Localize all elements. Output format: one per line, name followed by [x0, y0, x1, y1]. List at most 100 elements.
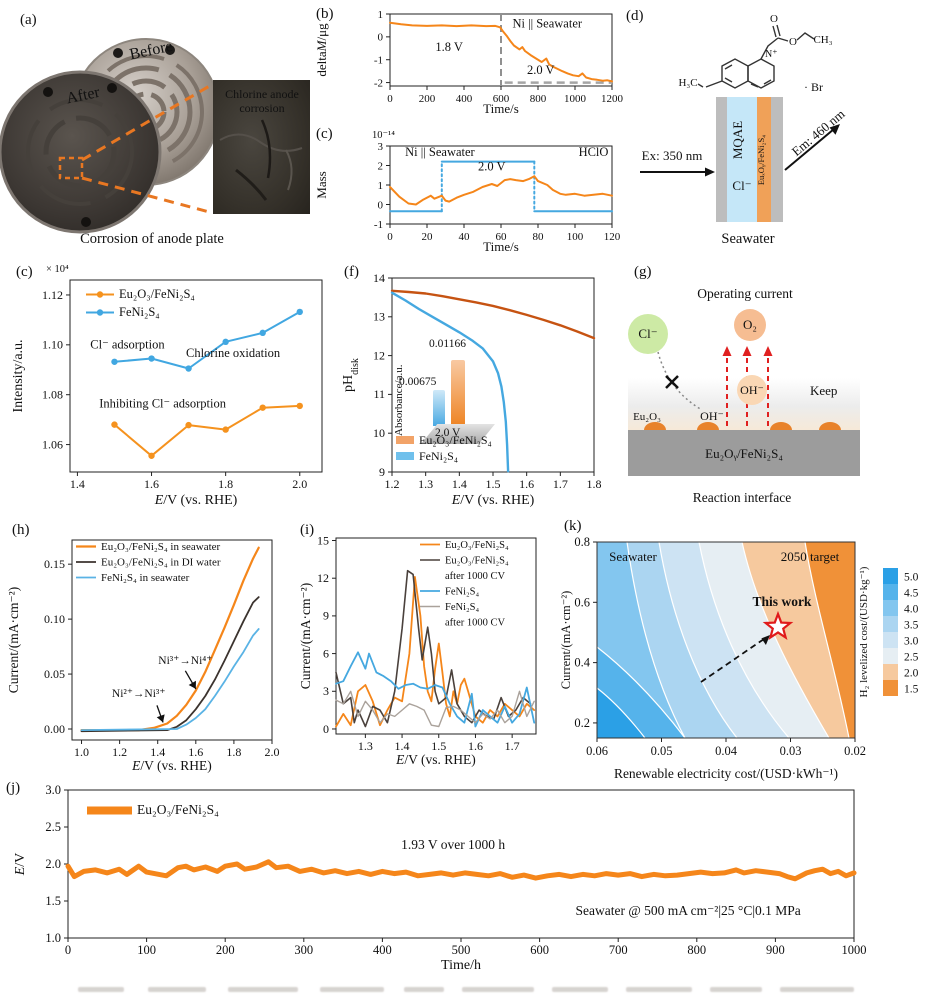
svg-text:2.0 V: 2.0 V: [478, 159, 506, 173]
legend-label: FeNi₂S₄: [419, 448, 459, 463]
svg-text:1.0: 1.0: [74, 745, 89, 759]
svg-text:15: 15: [317, 533, 329, 547]
svg-text:1.2: 1.2: [112, 745, 127, 759]
emission-arrow: [784, 124, 840, 171]
svg-text:0.05: 0.05: [651, 744, 673, 758]
svg-text:1000: 1000: [842, 943, 867, 957]
panel-label-b: (b): [316, 6, 334, 22]
panel-label-k: (k): [564, 518, 582, 534]
svg-text:12: 12: [373, 348, 385, 362]
svg-text:11: 11: [373, 387, 385, 401]
panel-label-g: (g): [634, 264, 652, 280]
contour-boundaries: [596, 541, 850, 739]
svg-text:1.6: 1.6: [144, 477, 159, 491]
svg-text:Ni²⁺→Ni³⁺: Ni²⁺→Ni³⁺: [112, 688, 166, 700]
legend-label: Eu₂O₃/FeNi₂S₄: [419, 432, 492, 447]
bar-value-fenis: 0.00675: [399, 376, 437, 388]
svg-text:Eu₂O₃/FeNi₂S₄ in seawater: Eu₂O₃/FeNi₂S₄ in seawater: [101, 541, 221, 553]
chloride-label: Cl⁻: [732, 178, 751, 193]
svg-text:4.0: 4.0: [904, 604, 919, 616]
seawater-caption: Seawater: [721, 231, 774, 247]
svg-text:0.10: 0.10: [44, 612, 65, 626]
corrosion-inset-photo: Chlorine anode corrosion: [213, 80, 310, 214]
svg-text:0.05: 0.05: [44, 667, 65, 681]
svg-text:-1: -1: [374, 219, 383, 231]
svg-text:400: 400: [456, 93, 473, 105]
svg-text:2.0: 2.0: [45, 857, 61, 871]
svg-text:0.06: 0.06: [586, 744, 608, 758]
svg-text:1.2: 1.2: [385, 477, 400, 491]
chart-stability-1000h: 0 100 200 300 400 500 600 700 800 900 1000 1.0 1.5 2.…: [13, 783, 867, 973]
svg-text:100: 100: [567, 231, 584, 243]
chloride-ion-label: Cl⁻: [638, 326, 657, 341]
svg-text:1.3: 1.3: [418, 477, 433, 491]
svg-text:1.06: 1.06: [42, 437, 63, 451]
panel-label-e: (c): [16, 264, 33, 280]
svg-text:Ni || Seawater: Ni || Seawater: [405, 145, 475, 159]
this-work-star: [762, 610, 794, 641]
svg-text:1.7: 1.7: [505, 739, 520, 753]
svg-text:9: 9: [323, 609, 329, 623]
o2-bubble: [734, 309, 766, 341]
ester-o-label: O: [789, 36, 797, 48]
chart-h2-cost-contour: Seawater 2050 target This work 0.06 0.05 0…: [559, 535, 919, 781]
svg-text:0.02: 0.02: [844, 744, 866, 758]
svg-text:E/V (vs. RHE): E/V (vs. RHE): [451, 493, 535, 508]
svg-text:40: 40: [459, 231, 471, 243]
svg-text:1.6: 1.6: [188, 745, 203, 759]
svg-text:3: 3: [378, 141, 384, 153]
svg-text:9: 9: [379, 465, 385, 479]
svg-text:2: 2: [378, 160, 384, 172]
svg-text:-1: -1: [374, 55, 383, 67]
svg-text:deltaM/μg: deltaM/μg: [314, 23, 329, 77]
zoom-connector-top: [81, 82, 214, 162]
panel-label-f: (f): [344, 264, 359, 280]
inset-caption-line1: Chlorine anode: [225, 87, 299, 101]
svg-text:200: 200: [419, 93, 436, 105]
inset-platform: [421, 424, 495, 444]
svg-text:1.12: 1.12: [42, 288, 63, 302]
svg-text:E/V (vs. RHE): E/V (vs. RHE): [154, 493, 238, 508]
svg-text:E/V: E/V: [13, 853, 28, 877]
svg-text:1.4: 1.4: [395, 739, 410, 753]
svg-text:HClO: HClO: [579, 145, 609, 159]
svg-text:100: 100: [137, 943, 156, 957]
target-region-label: 2050 target: [781, 549, 840, 564]
svg-text:1.8: 1.8: [226, 745, 241, 759]
ph-chart-legend: Eu₂O₃/FeNi₂S₄ FeNi₂S₄: [396, 432, 492, 464]
svg-text:H₂ levelized cost/(USD·kg⁻¹): H₂ levelized cost/(USD·kg⁻¹): [858, 566, 870, 697]
svg-text:2.5: 2.5: [45, 820, 61, 834]
svg-text:1.7: 1.7: [553, 477, 568, 491]
svg-text:Eu₂O₃/FeNi₂S₄ in DI water: Eu₂O₃/FeNi₂S₄ in DI water: [101, 557, 221, 569]
svg-text:0.03: 0.03: [780, 744, 802, 758]
ch3-label: CH₃: [813, 34, 832, 46]
svg-text:Eu₂O₃/FeNi₂S₄: Eu₂O₃/FeNi₂S₄: [445, 556, 509, 567]
panel-label-i: (i): [300, 522, 315, 538]
svg-text:0: 0: [387, 231, 393, 243]
svg-text:800: 800: [687, 943, 706, 957]
svg-text:0.2: 0.2: [574, 716, 590, 730]
svg-text:800: 800: [530, 93, 547, 105]
photo-panel-anode-corrosion: Before After Chlorine anode corrosion Co…: [0, 38, 310, 247]
mqae-layer-label: MQAE: [730, 121, 745, 159]
legend-item: Eu₂O₃/FeNi₂S₄: [396, 432, 492, 448]
chart-lsv-currents: 1.0 1.2 1.4 1.6 1.8 2.0 0.00 0.05 0.10 0.15 E/V (v…: [6, 539, 280, 773]
svg-text:0.04: 0.04: [715, 744, 738, 758]
svg-text:1.4: 1.4: [150, 745, 165, 759]
oxygen-arrowheads: [722, 346, 773, 356]
oh-label: OH⁻: [740, 383, 764, 397]
svg-text:6: 6: [323, 646, 329, 660]
svg-text:Current/(mA·cm⁻²): Current/(mA·cm⁻²): [6, 587, 21, 693]
svg-text:1: 1: [378, 180, 384, 192]
svg-text:0: 0: [378, 199, 384, 211]
zoom-connector-bottom: [81, 176, 214, 215]
carbonyl-o-label: O: [770, 13, 778, 25]
svg-text:1.8: 1.8: [587, 477, 602, 491]
svg-text:Current/(mA·cm⁻²): Current/(mA·cm⁻²): [559, 591, 573, 690]
catalyst-slab: [628, 430, 860, 476]
svg-text:0.4: 0.4: [574, 656, 590, 670]
panel-label-a: (a): [20, 12, 37, 28]
zoom-region-box: [58, 156, 84, 180]
eu2o3-bumps: [644, 422, 841, 430]
svg-text:20: 20: [422, 231, 434, 243]
